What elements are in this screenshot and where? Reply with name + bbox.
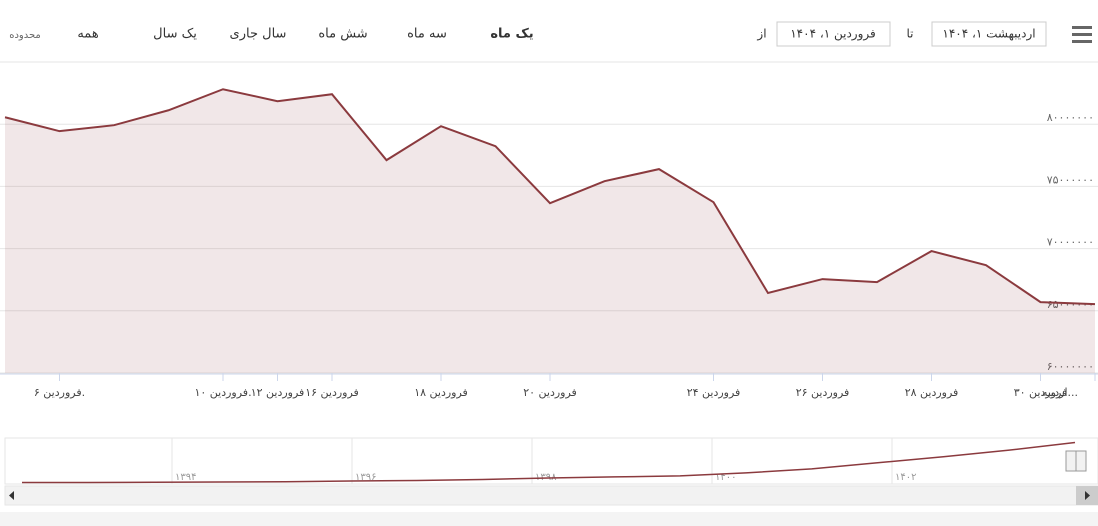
navigator-label: ۱۴۰۰ bbox=[715, 472, 736, 483]
footer-strip bbox=[0, 512, 1098, 526]
range-button[interactable]: یک ماه bbox=[490, 27, 533, 42]
from-date[interactable]: فروردین ۱، ۱۴۰۴ bbox=[790, 27, 876, 42]
y-tick-label: ۷۵۰۰۰۰۰۰ bbox=[1047, 173, 1094, 186]
x-tick-label: ۲۸ فروردین bbox=[905, 386, 959, 399]
navigator-line bbox=[22, 441, 1076, 484]
x-tick-label: ۱۶ فروردین bbox=[305, 386, 359, 399]
range-button[interactable]: سه ماه bbox=[407, 27, 447, 42]
navigator-label: ۱۳۹۶ bbox=[355, 472, 376, 483]
x-tick-label: ۲۴ فروردین bbox=[687, 386, 741, 399]
navigator-handle[interactable] bbox=[1075, 450, 1087, 472]
y-tick-label: ۶۵۰۰۰۰۰۰ bbox=[1047, 298, 1094, 311]
navigator-label: ۱۴۰۲ bbox=[895, 472, 916, 483]
range-label: محدوده bbox=[9, 30, 41, 41]
y-tick-label: ۸۰۰۰۰۰۰۰ bbox=[1047, 111, 1094, 124]
to-input[interactable] bbox=[931, 21, 1047, 47]
x-tick-label: ۲۶ فروردین bbox=[796, 386, 850, 399]
area-fill bbox=[5, 89, 1095, 374]
x-tick-label: فروردین ۱۰. bbox=[194, 386, 251, 399]
series-line bbox=[4, 88, 1096, 306]
x-tick-label: ۳۰ فروردین bbox=[1014, 386, 1068, 399]
navigator-label: ۱۳۹۴ bbox=[175, 472, 196, 483]
y-tick-label: ۶۰۰۰۰۰۰۰ bbox=[1047, 360, 1094, 373]
menu-icon[interactable] bbox=[1072, 26, 1092, 43]
x-tick-label: ۱۸ فروردین bbox=[414, 386, 468, 399]
to-date[interactable]: اردیبهشت ۱، ۱۴۰۴ bbox=[942, 27, 1035, 42]
from-label: از bbox=[756, 27, 766, 42]
y-tick-label: ۷۰۰۰۰۰۰۰ bbox=[1047, 236, 1094, 249]
navigator-handle[interactable] bbox=[1065, 450, 1077, 472]
x-tick-label: ۱۲ فروردین bbox=[251, 386, 305, 399]
scroll-left[interactable] bbox=[9, 491, 14, 500]
from-input[interactable] bbox=[776, 21, 891, 47]
navigator[interactable] bbox=[4, 437, 1098, 485]
scrollbar[interactable] bbox=[4, 485, 1098, 506]
menu-bar[interactable] bbox=[1072, 40, 1092, 43]
range-button[interactable]: یک سال bbox=[153, 27, 197, 42]
x-tick-label: فروردین ۶. bbox=[34, 386, 85, 399]
menu-bar[interactable] bbox=[1072, 33, 1092, 36]
to-label: تا bbox=[907, 27, 914, 41]
x-tick-label: ۲۰ فروردین bbox=[523, 386, 577, 399]
range-button[interactable]: سال جاری bbox=[230, 27, 287, 42]
x-tick-label: اردیبه... bbox=[1042, 386, 1078, 399]
scroll-right[interactable] bbox=[1085, 491, 1090, 500]
range-button[interactable]: شش ماه bbox=[318, 27, 367, 42]
range-button[interactable]: همه bbox=[77, 27, 98, 42]
menu-bar[interactable] bbox=[1072, 26, 1092, 29]
